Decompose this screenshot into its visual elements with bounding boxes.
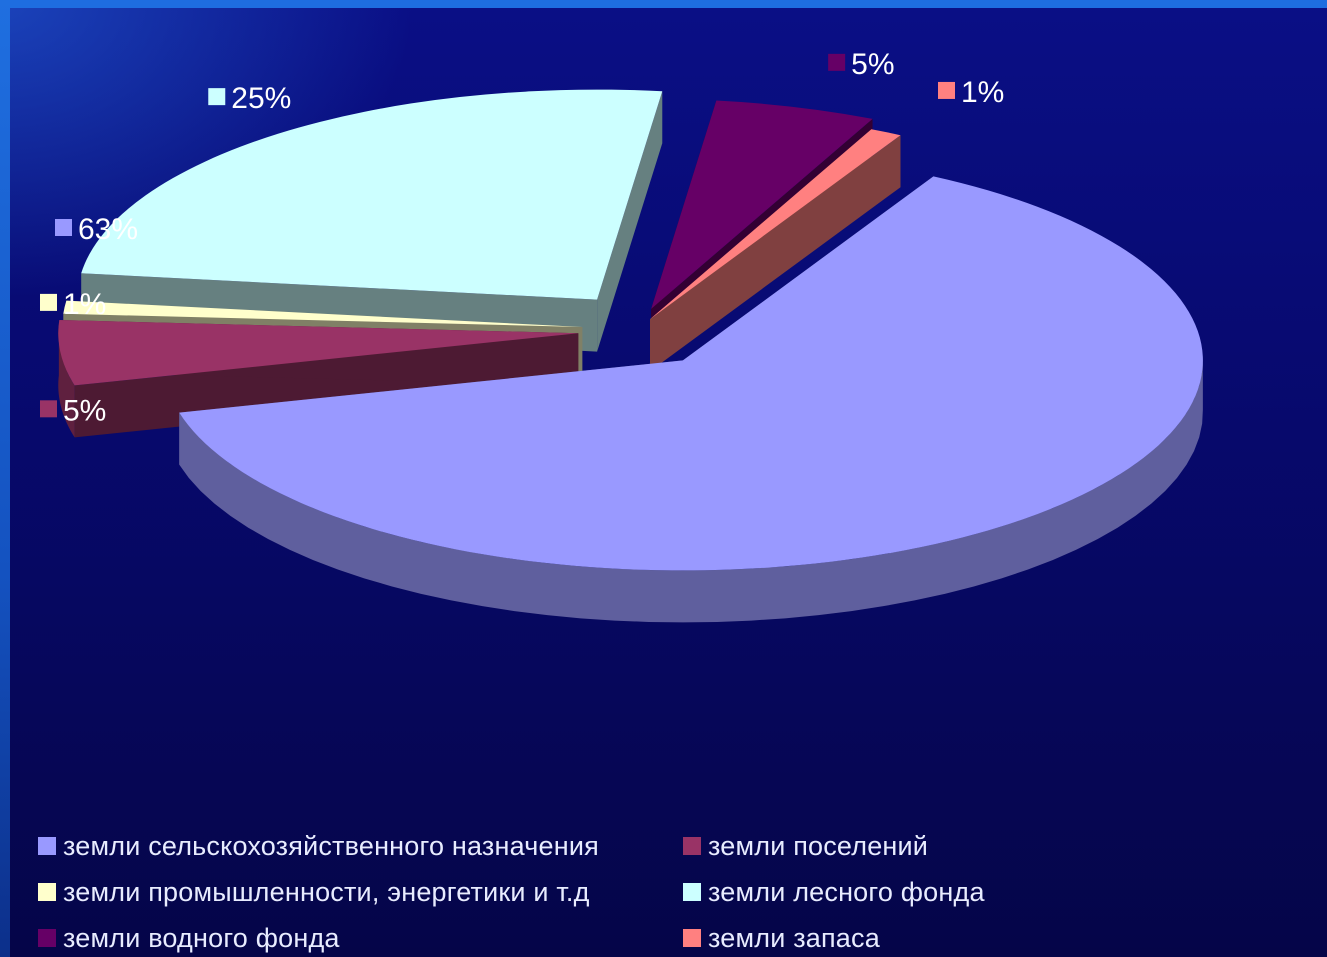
data-label-text: 63% <box>78 213 138 246</box>
pie-slice <box>179 176 1203 623</box>
data-label-swatch <box>937 81 955 99</box>
data-label: 5% <box>40 394 106 427</box>
data-label: 1% <box>40 288 106 321</box>
pie-slice <box>649 129 901 372</box>
data-label: 1% <box>937 76 1004 109</box>
legend-swatch <box>683 883 701 901</box>
legend-item-reserve: земли запаса <box>683 918 1123 957</box>
legend-swatch <box>38 883 56 901</box>
legend-label: земли сельскохозяйственного назначения <box>63 830 599 861</box>
slide-frame-top <box>0 0 1327 8</box>
data-label-swatch <box>40 293 57 311</box>
data-label-text: 1% <box>63 288 106 321</box>
slide-frame-left <box>0 0 10 957</box>
data-label: 63% <box>55 213 138 246</box>
legend-swatch <box>683 837 701 855</box>
data-label-swatch <box>40 400 57 418</box>
data-label: 5% <box>828 48 895 81</box>
legend-label: земли водного фонда <box>63 922 340 953</box>
legend-label: земли лесного фонда <box>708 876 985 907</box>
legend: земли сельскохозяйственного назначения з… <box>38 826 1138 957</box>
legend-item-water: земли водного фонда <box>38 918 683 957</box>
legend-label: земли запаса <box>708 922 880 953</box>
data-label-text: 1% <box>961 76 1004 109</box>
data-label-text: 5% <box>851 48 894 81</box>
legend-swatch <box>683 929 701 947</box>
legend-label: земли промышленности, энергетики и т.д <box>63 876 590 907</box>
legend-label: земли поселений <box>708 830 929 861</box>
data-label-text: 5% <box>63 394 106 427</box>
data-label-swatch <box>55 219 72 236</box>
legend-swatch <box>38 929 56 947</box>
data-label: 25% <box>208 82 291 115</box>
legend-item-agricultural: земли сельскохозяйственного назначения <box>38 826 683 866</box>
legend-swatch <box>38 837 56 855</box>
data-label-swatch <box>208 88 226 106</box>
legend-item-settlements: земли поселений <box>683 826 1123 866</box>
legend-item-industry: земли промышленности, энергетики и т.д <box>38 872 683 912</box>
legend-item-forest: земли лесного фонда <box>683 872 1123 912</box>
data-label-swatch <box>828 53 846 71</box>
data-label-text: 25% <box>231 82 291 115</box>
